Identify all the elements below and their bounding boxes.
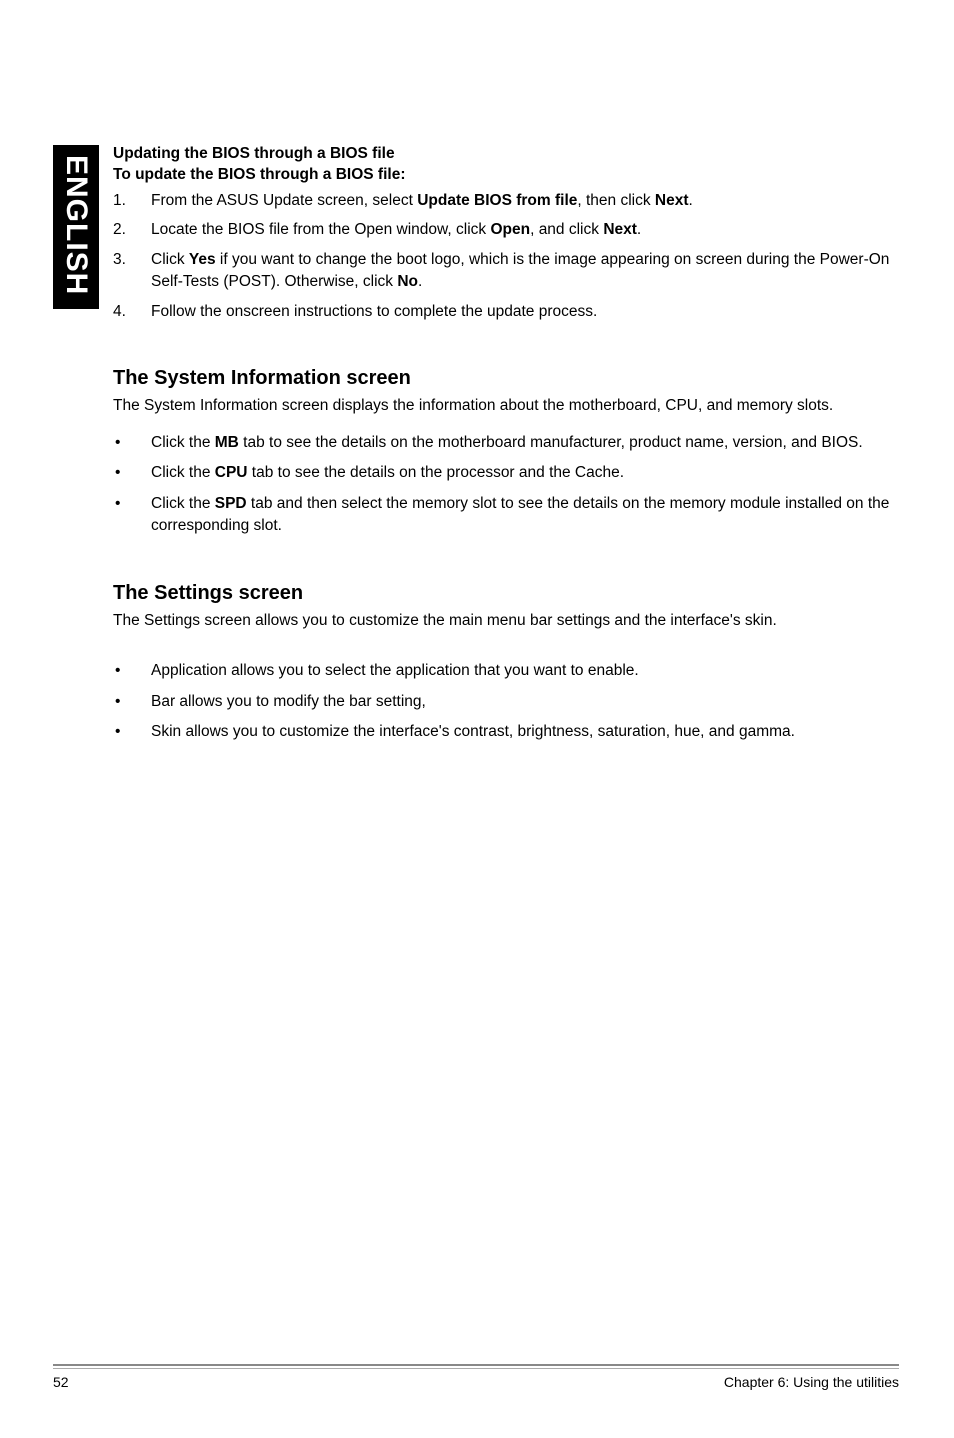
- update-steps-list: 1. From the ASUS Update screen, select U…: [113, 190, 898, 323]
- chapter-label: Chapter 6: Using the utilities: [724, 1374, 899, 1390]
- list-item: • Click the CPU tab to see the details o…: [113, 462, 898, 484]
- step-number: 1.: [113, 190, 151, 212]
- bullet-text: Bar allows you to modify the bar setting…: [151, 691, 898, 713]
- bullet-text: Application allows you to select the app…: [151, 660, 898, 682]
- step-number: 3.: [113, 249, 151, 294]
- step-text: Follow the onscreen instructions to comp…: [151, 301, 898, 323]
- list-item: • Skin allows you to customize the inter…: [113, 721, 898, 743]
- system-info-bullets: • Click the MB tab to see the details on…: [113, 432, 898, 538]
- list-item: • Bar allows you to modify the bar setti…: [113, 691, 898, 713]
- bullet-icon: •: [113, 721, 151, 743]
- bullet-icon: •: [113, 462, 151, 484]
- list-item: • Click the MB tab to see the details on…: [113, 432, 898, 454]
- bullet-text: Click the SPD tab and then select the me…: [151, 493, 898, 538]
- settings-bullets: • Application allows you to select the a…: [113, 660, 898, 743]
- bullet-icon: •: [113, 432, 151, 454]
- bullet-icon: •: [113, 691, 151, 713]
- list-item: 2. Locate the BIOS file from the Open wi…: [113, 219, 898, 241]
- step-text: Locate the BIOS file from the Open windo…: [151, 219, 898, 241]
- bullet-text: Click the CPU tab to see the details on …: [151, 462, 898, 484]
- bullet-icon: •: [113, 660, 151, 682]
- side-tab: ENGLISH: [53, 145, 99, 309]
- settings-intro: The Settings screen allows you to custom…: [113, 610, 898, 632]
- list-item: • Click the SPD tab and then select the …: [113, 493, 898, 538]
- step-text: Click Yes if you want to change the boot…: [151, 249, 898, 294]
- heading-settings: The Settings screen: [113, 582, 898, 605]
- step-text: From the ASUS Update screen, select Upda…: [151, 190, 898, 212]
- step-number: 2.: [113, 219, 151, 241]
- system-info-intro: The System Information screen displays t…: [113, 395, 898, 417]
- list-item: 1. From the ASUS Update screen, select U…: [113, 190, 898, 212]
- bullet-text: Skin allows you to customize the interfa…: [151, 721, 898, 743]
- list-item: 3. Click Yes if you want to change the b…: [113, 249, 898, 294]
- step-number: 4.: [113, 301, 151, 323]
- footer-divider: [53, 1364, 899, 1366]
- page-footer: 52 Chapter 6: Using the utilities: [53, 1364, 899, 1390]
- subheading-to-update: To update the BIOS through a BIOS file:: [113, 166, 898, 184]
- bullet-icon: •: [113, 493, 151, 538]
- main-content: Updating the BIOS through a BIOS file To…: [113, 145, 898, 752]
- footer-divider: [53, 1368, 899, 1369]
- list-item: 4. Follow the onscreen instructions to c…: [113, 301, 898, 323]
- list-item: • Application allows you to select the a…: [113, 660, 898, 682]
- page-number: 52: [53, 1374, 69, 1390]
- heading-system-info: The System Information screen: [113, 367, 898, 390]
- bullet-text: Click the MB tab to see the details on t…: [151, 432, 898, 454]
- subheading-updating: Updating the BIOS through a BIOS file: [113, 145, 898, 163]
